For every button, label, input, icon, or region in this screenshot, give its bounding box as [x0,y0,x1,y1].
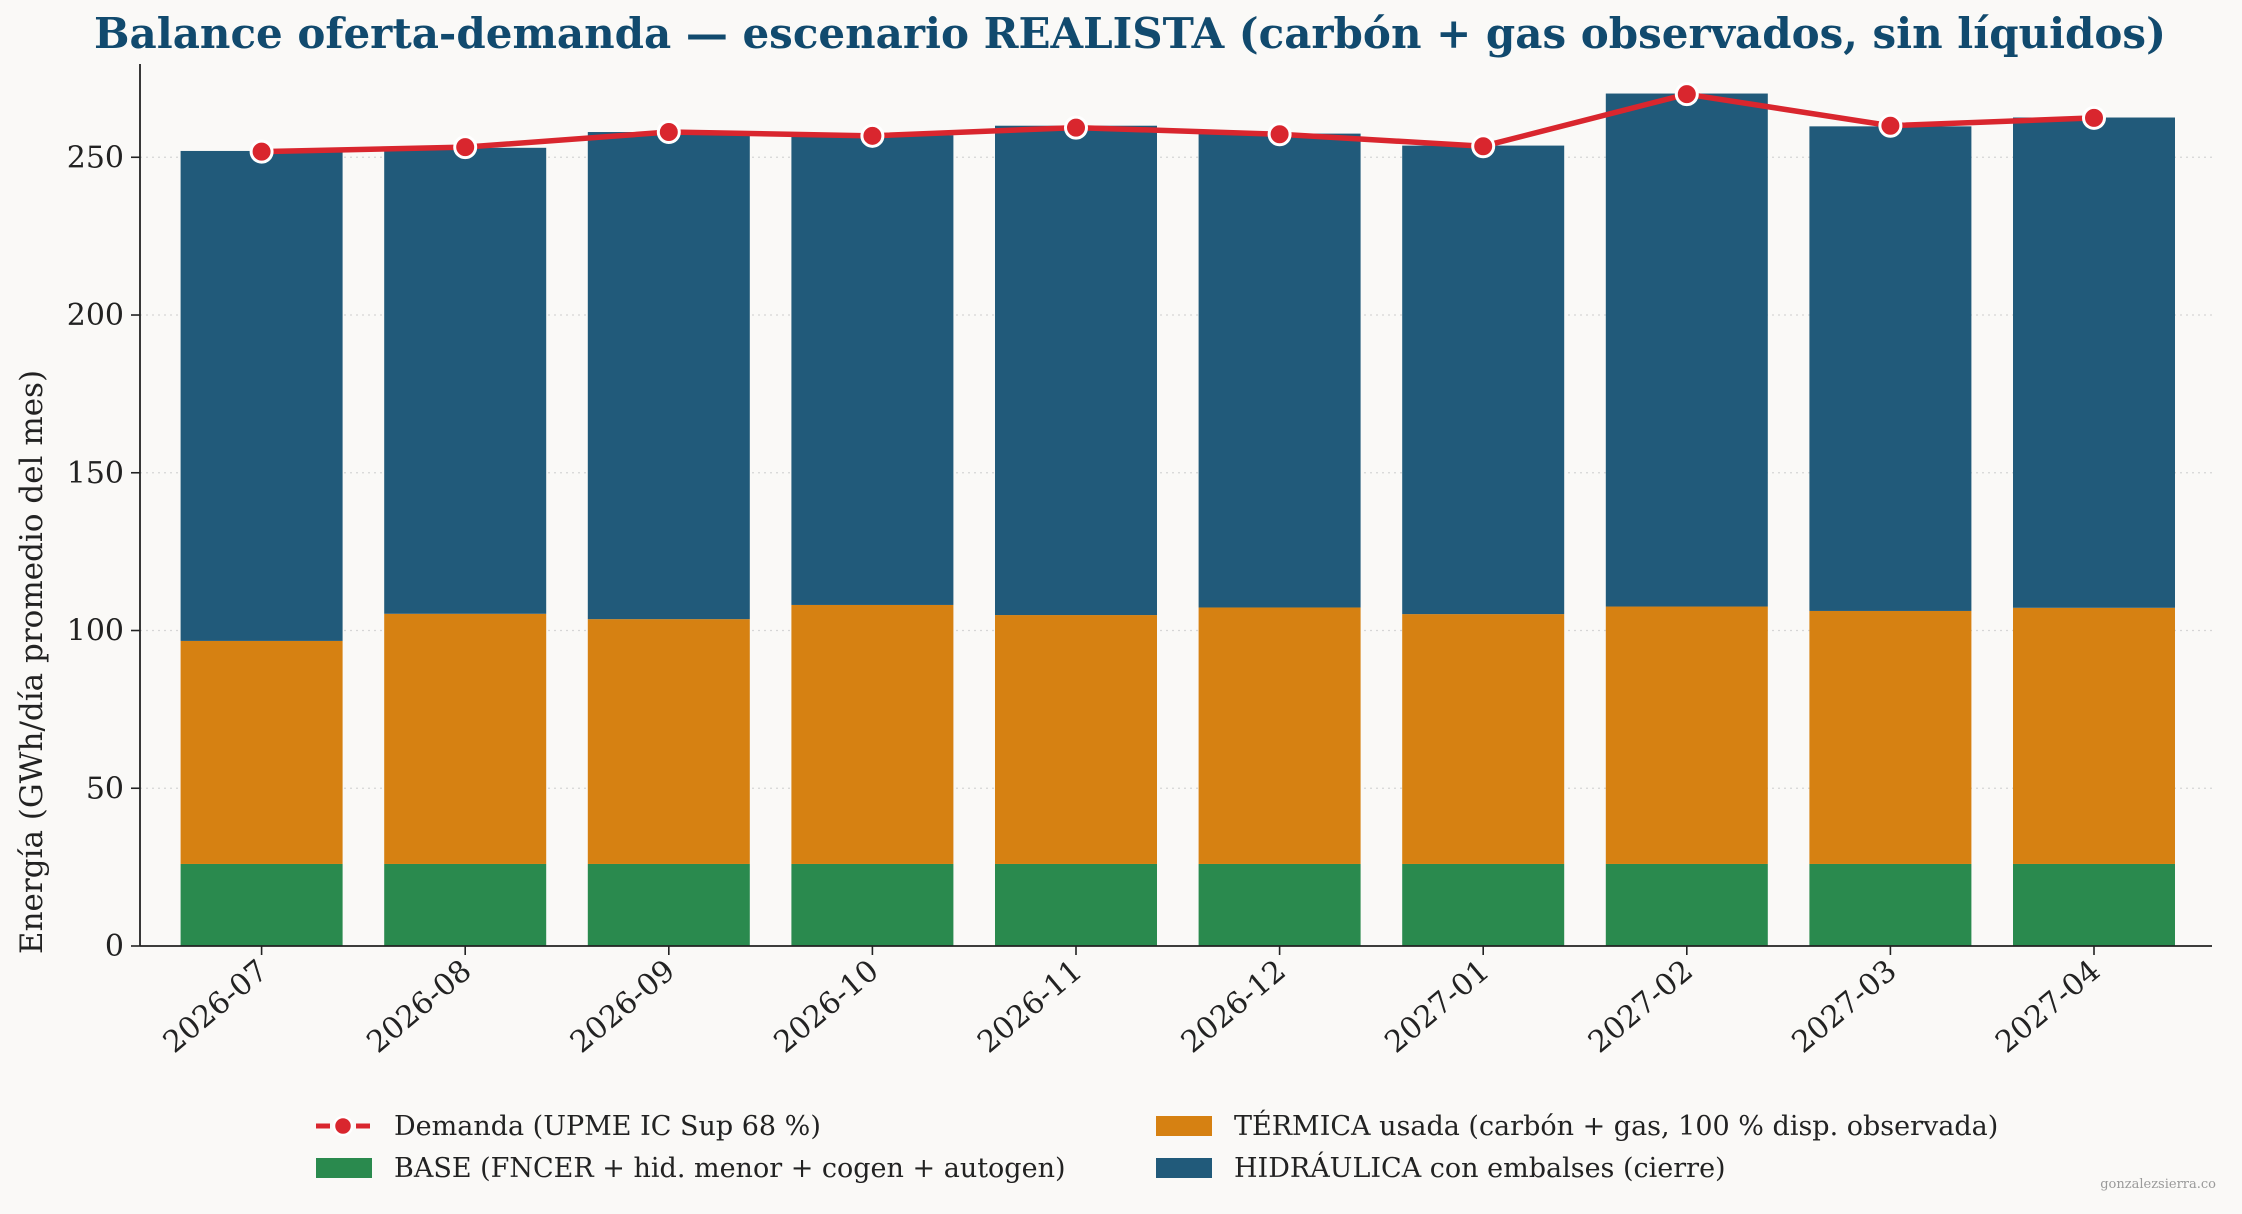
y-tick-label: 200 [67,298,124,333]
bar-segment-2 [1402,145,1565,615]
bar-segment-1 [2013,607,2175,864]
bar-segment-2 [1198,133,1361,608]
bar-segment-1 [1198,607,1361,864]
bar-segment-1 [1605,606,1768,864]
bar-segment-0 [995,863,1157,946]
bar-segment-1 [587,619,750,864]
legend-label: HIDRÁULICA con embalses (cierre) [1234,1151,1726,1184]
demand-point [249,139,274,164]
legend-swatch [1156,1158,1212,1178]
x-tick-label: 2026-07 [157,953,275,1060]
legend-label: BASE (FNCER + hid. menor + cogen + autog… [394,1153,1066,1184]
bar-stacks [180,93,2175,946]
x-tick-label: 2027-01 [1378,953,1496,1060]
demand-line [261,91,2095,155]
demand-point [1471,134,1496,159]
x-tick-label: 2027-04 [1989,953,2107,1060]
bar-segment-2 [2013,117,2175,608]
demand-point [1267,122,1292,147]
demand-point [2082,105,2106,130]
legend-swatch [1156,1116,1212,1136]
demand-point [453,135,478,160]
y-tick-label: 250 [67,140,124,175]
x-tick-label: 2026-08 [360,953,478,1060]
x-axis-ticks: 2026-07 2026-08 2026-09 2026-10 2026-11 2026-… [157,946,2107,1060]
y-axis-label: Energía (GWh/día promedio del mes) [14,370,50,954]
demand-line-series [249,82,2106,164]
x-tick-label: 2027-03 [1786,953,1904,1060]
bar-segment-2 [384,147,547,614]
axes [139,64,2212,947]
y-tick-label: 150 [67,456,124,491]
credit-text: gonzalezsierra.co [2100,1177,2216,1192]
bar-segment-0 [2013,863,2175,946]
bar-segment-2 [1605,93,1768,607]
bar-segment-1 [180,640,343,864]
y-tick-label: 100 [67,614,124,649]
bar-segment-2 [587,132,750,620]
legend-swatch [316,1158,372,1178]
y-tick-label: 0 [105,929,124,964]
x-tick-label: 2026-12 [1175,953,1293,1060]
bar-segment-1 [384,613,547,864]
demand-point [860,123,885,148]
bar-segment-0 [1402,863,1565,946]
chart-title: Balance oferta-demanda — escenario REALI… [94,9,2166,58]
bar-segment-0 [587,863,750,946]
bar-segment-1 [995,615,1157,864]
bar-segment-0 [1809,863,1972,946]
x-tick-label: 2026-11 [971,953,1089,1060]
bar-segment-2 [180,150,343,641]
legend-label: Demanda (UPME IC Sup 68 %) [394,1111,821,1142]
demand-point [1064,115,1088,140]
demand-point [1674,82,1699,107]
legend: Demanda (UPME IC Sup 68 %) BASE (FNCER + … [316,1109,1998,1184]
demand-point [1878,113,1903,138]
bar-segment-0 [1198,863,1361,946]
y-axis-ticks: 0 50 100 150 200 250 [67,140,140,964]
x-tick-label: 2027-02 [1582,953,1700,1060]
bar-segment-2 [995,125,1157,616]
bar-segment-0 [1605,863,1768,946]
bar-segment-2 [1809,126,1972,611]
bar-segment-1 [791,604,954,864]
demand-point [656,120,681,145]
bar-segment-0 [384,863,547,946]
bar-segment-0 [180,863,343,946]
bar-segment-0 [791,863,954,946]
legend-swatch-marker [332,1115,354,1137]
legend-label: TÉRMICA usada (carbón + gas, 100 % disp.… [1234,1109,1998,1142]
x-tick-label: 2026-09 [564,953,682,1060]
y-tick-label: 50 [86,771,124,806]
x-tick-label: 2026-10 [768,953,886,1060]
bar-segment-1 [1402,614,1565,864]
bar-segment-1 [1809,610,1972,864]
bar-segment-2 [791,135,954,605]
